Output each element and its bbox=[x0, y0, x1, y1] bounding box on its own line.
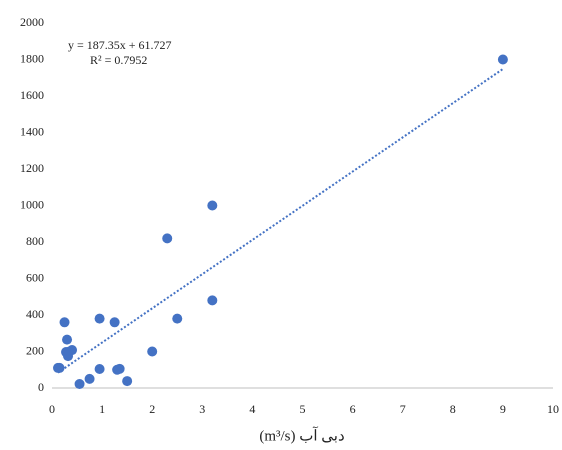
point bbox=[74, 378, 85, 389]
x-tick-label: 2 bbox=[149, 402, 155, 416]
trendline bbox=[57, 68, 504, 374]
point bbox=[94, 364, 105, 375]
point bbox=[162, 233, 173, 244]
point bbox=[172, 313, 183, 324]
y-tick-label: 2000 bbox=[20, 15, 44, 29]
y-tick-label: 1600 bbox=[20, 88, 44, 102]
point bbox=[59, 317, 70, 328]
point bbox=[63, 351, 74, 362]
x-tick-label: 4 bbox=[249, 402, 255, 416]
point bbox=[207, 295, 218, 306]
point bbox=[94, 313, 105, 324]
trend-equation: y = 187.35x + 61.727 bbox=[68, 38, 172, 52]
x-tick-label: 9 bbox=[500, 402, 506, 416]
point bbox=[84, 373, 95, 384]
point bbox=[109, 317, 120, 328]
x-tick-label: 8 bbox=[450, 402, 456, 416]
point bbox=[114, 363, 125, 374]
y-tick-label: 1800 bbox=[20, 51, 44, 65]
r-squared: R² = 0.7952 bbox=[90, 53, 147, 67]
x-axis-label: دبی آب (m³/s) bbox=[259, 426, 344, 444]
x-tick-label: 5 bbox=[300, 402, 306, 416]
y-tick-label: 200 bbox=[26, 343, 44, 357]
y-tick-label: 800 bbox=[26, 234, 44, 248]
point bbox=[497, 54, 508, 65]
x-tick-label: 1 bbox=[99, 402, 105, 416]
point bbox=[207, 200, 218, 211]
y-tick-label: 400 bbox=[26, 307, 44, 321]
y-tick-label: 0 bbox=[38, 380, 44, 394]
x-tick-label: 10 bbox=[547, 402, 559, 416]
point bbox=[122, 376, 133, 387]
y-tick-label: 1200 bbox=[20, 161, 44, 175]
y-tick-label: 1000 bbox=[20, 197, 44, 211]
y-tick-label: 1400 bbox=[20, 124, 44, 138]
x-tick-label: 6 bbox=[350, 402, 356, 416]
point bbox=[62, 334, 73, 345]
x-tick-label: 7 bbox=[400, 402, 406, 416]
x-tick-label: 3 bbox=[199, 402, 205, 416]
point bbox=[147, 346, 158, 357]
x-tick-label: 0 bbox=[49, 402, 55, 416]
y-tick-label: 600 bbox=[26, 270, 44, 284]
